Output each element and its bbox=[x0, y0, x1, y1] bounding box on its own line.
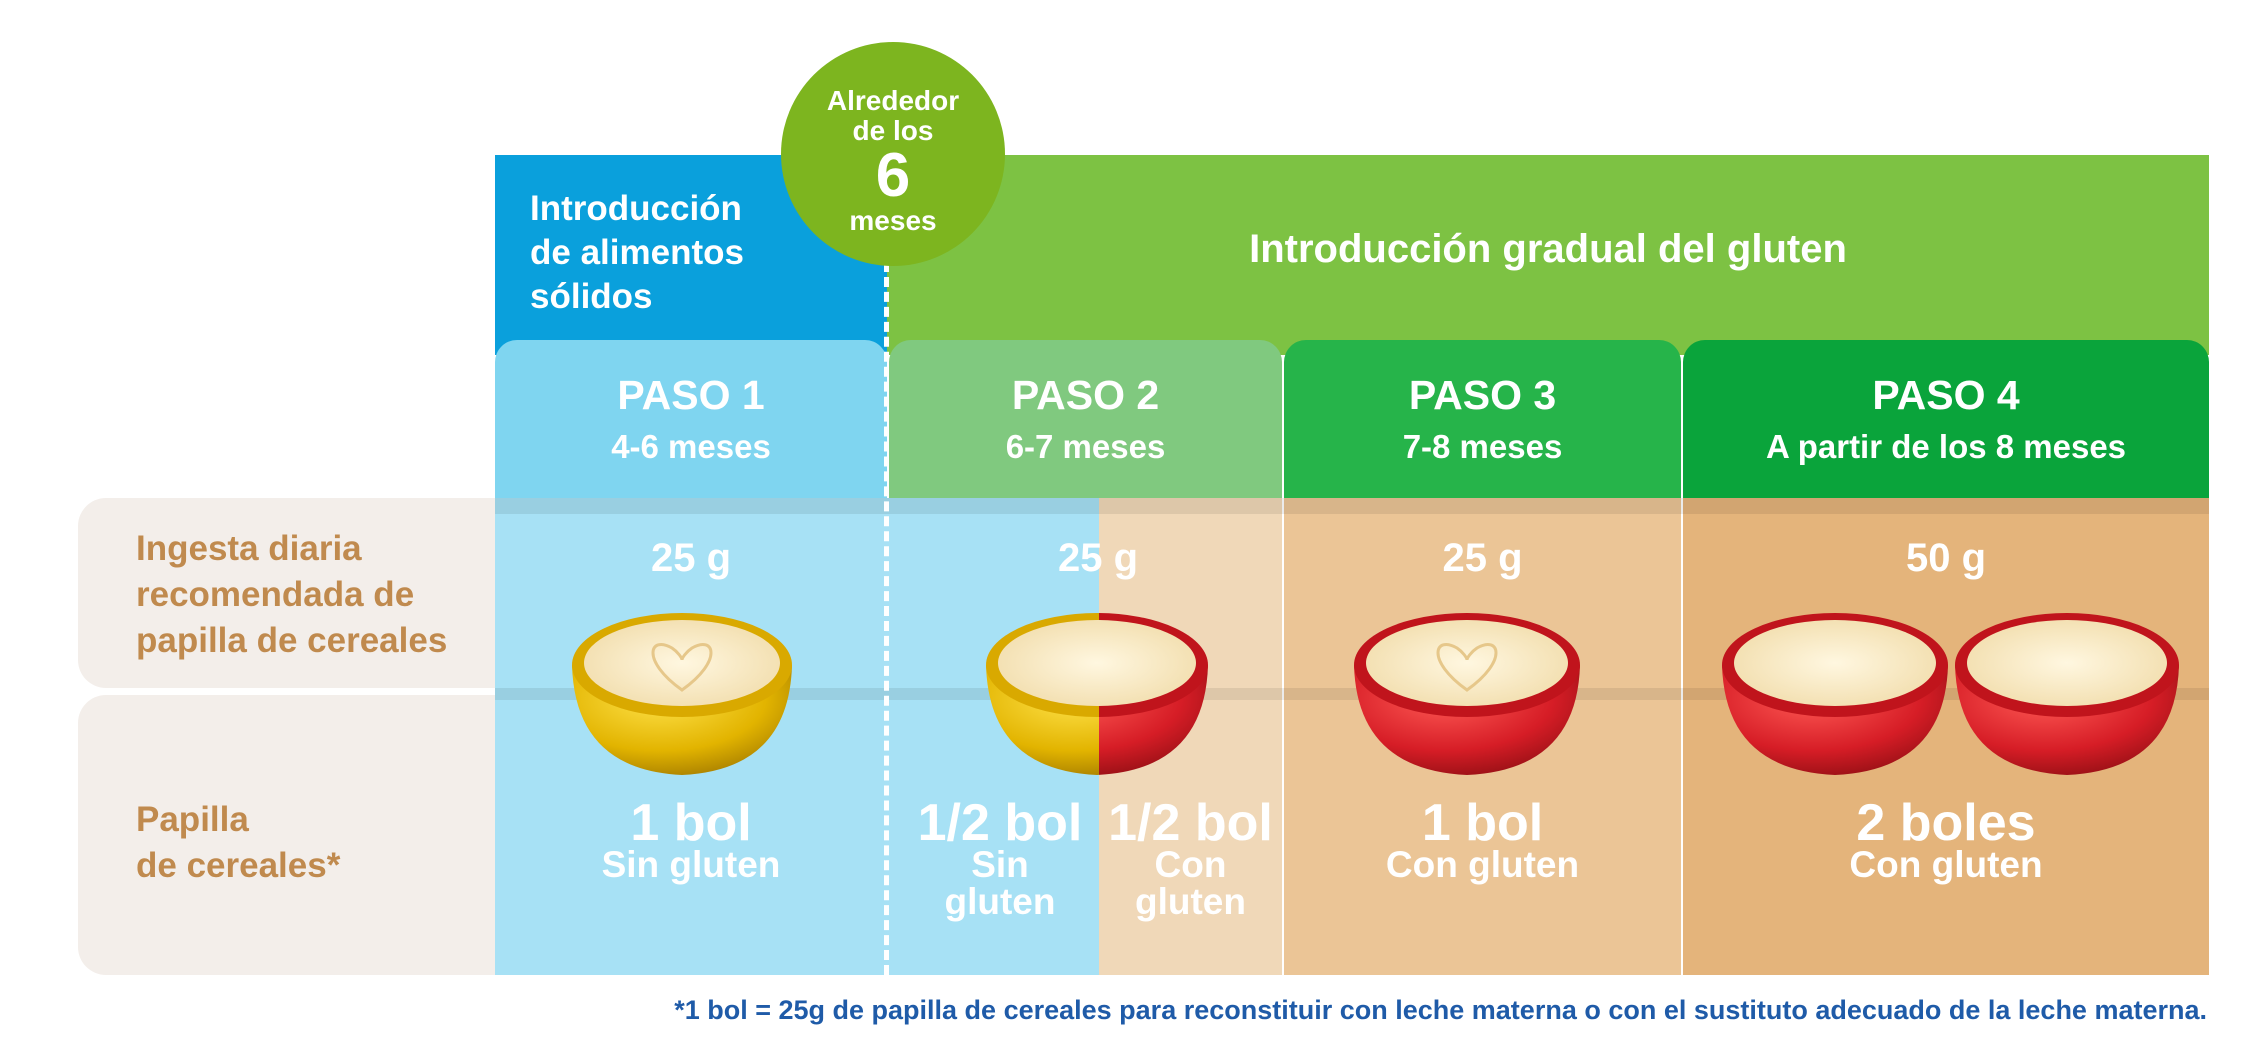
step-3-title: PASO 3 bbox=[1408, 372, 1557, 418]
footnote: *1 bol = 25g de papilla de cereales para… bbox=[674, 995, 2207, 1025]
step-4-age: A partir de los 8 meses bbox=[1765, 428, 2127, 465]
red-bowl-icon bbox=[1354, 613, 1580, 775]
step-3-grams: 25 g bbox=[1442, 536, 1523, 580]
step-1-amount: 1 bol bbox=[630, 794, 752, 852]
yellow-bowl-icon bbox=[572, 613, 792, 775]
step-4-note: Con gluten bbox=[1849, 844, 2043, 885]
solids-header-line1: Introducción bbox=[530, 189, 742, 228]
step-2a-note-line1: Sin bbox=[971, 844, 1029, 885]
cereal-label-line2: de cereales* bbox=[136, 846, 341, 885]
step-1-tab: PASO 1 4-6 meses bbox=[495, 340, 887, 498]
step-1-title: PASO 1 bbox=[617, 372, 765, 418]
intake-label-line3: papilla de cereales bbox=[136, 621, 448, 660]
badge-line3: meses bbox=[849, 205, 937, 236]
badge-line1: Alrededor bbox=[826, 85, 960, 116]
step-2b-amount: 1/2 bol bbox=[1108, 794, 1273, 852]
step-2-age: 6-7 meses bbox=[1005, 428, 1166, 465]
step-1-grams: 25 g bbox=[650, 536, 732, 580]
step-2-grams: 25 g bbox=[1057, 536, 1139, 580]
intake-label-line2: recomendada de bbox=[136, 575, 415, 614]
step-4-title: PASO 4 bbox=[1872, 372, 2020, 418]
step-2a-note-line2: gluten bbox=[944, 881, 1056, 922]
step-2b-note-line1: Con bbox=[1154, 844, 1227, 885]
badge-line2: de los bbox=[852, 115, 934, 146]
step-3-tab: PASO 3 7-8 meses bbox=[1284, 340, 1681, 498]
step-2a-note: Sin gluten bbox=[905, 846, 1095, 920]
step-1-note: Sin gluten bbox=[601, 844, 781, 885]
cereal-row-label: Papilla de cereales* bbox=[78, 695, 498, 975]
step-1-age: 4-6 meses bbox=[611, 428, 771, 465]
half-red-bowl-icon bbox=[1099, 613, 1208, 775]
gluten-header: Introducción gradual del gluten bbox=[887, 155, 2209, 355]
step-3-amount: 1 bol bbox=[1421, 794, 1544, 852]
tab-shadow bbox=[495, 498, 2209, 514]
half-yellow-bowl-icon bbox=[986, 613, 1099, 775]
dashed-divider bbox=[884, 262, 889, 975]
solids-header-line3: sólidos bbox=[530, 277, 653, 316]
step-4-tab: PASO 4 A partir de los 8 meses bbox=[1683, 340, 2209, 498]
gluten-header-title: Introducción gradual del gluten bbox=[1249, 227, 1847, 271]
step-3-age: 7-8 meses bbox=[1402, 428, 1563, 465]
solids-header-line2: de alimentos bbox=[530, 233, 744, 272]
red-bowl-icon bbox=[1722, 613, 1948, 775]
step-2b-note-line2: gluten bbox=[1135, 881, 1246, 922]
step-2a-amount: 1/2 bol bbox=[917, 794, 1083, 852]
age-badge: Alrededor de los 6 meses bbox=[781, 42, 1005, 266]
step-2-title: PASO 2 bbox=[1011, 372, 1160, 418]
intake-row-label: Ingesta diaria recomendada de papilla de… bbox=[78, 498, 498, 688]
step-2b-note: Con gluten bbox=[1099, 846, 1282, 920]
intake-label-line1: Ingesta diaria bbox=[136, 529, 362, 568]
badge-number: 6 bbox=[875, 141, 911, 210]
red-bowl-icon bbox=[1955, 613, 2179, 775]
cereal-label-line1: Papilla bbox=[136, 800, 249, 839]
step-2-tab: PASO 2 6-7 meses bbox=[889, 340, 1282, 498]
step-3-note: Con gluten bbox=[1385, 844, 1580, 885]
step-4-grams: 50 g bbox=[1905, 536, 1987, 580]
step-4-amount: 2 boles bbox=[1856, 794, 2036, 852]
